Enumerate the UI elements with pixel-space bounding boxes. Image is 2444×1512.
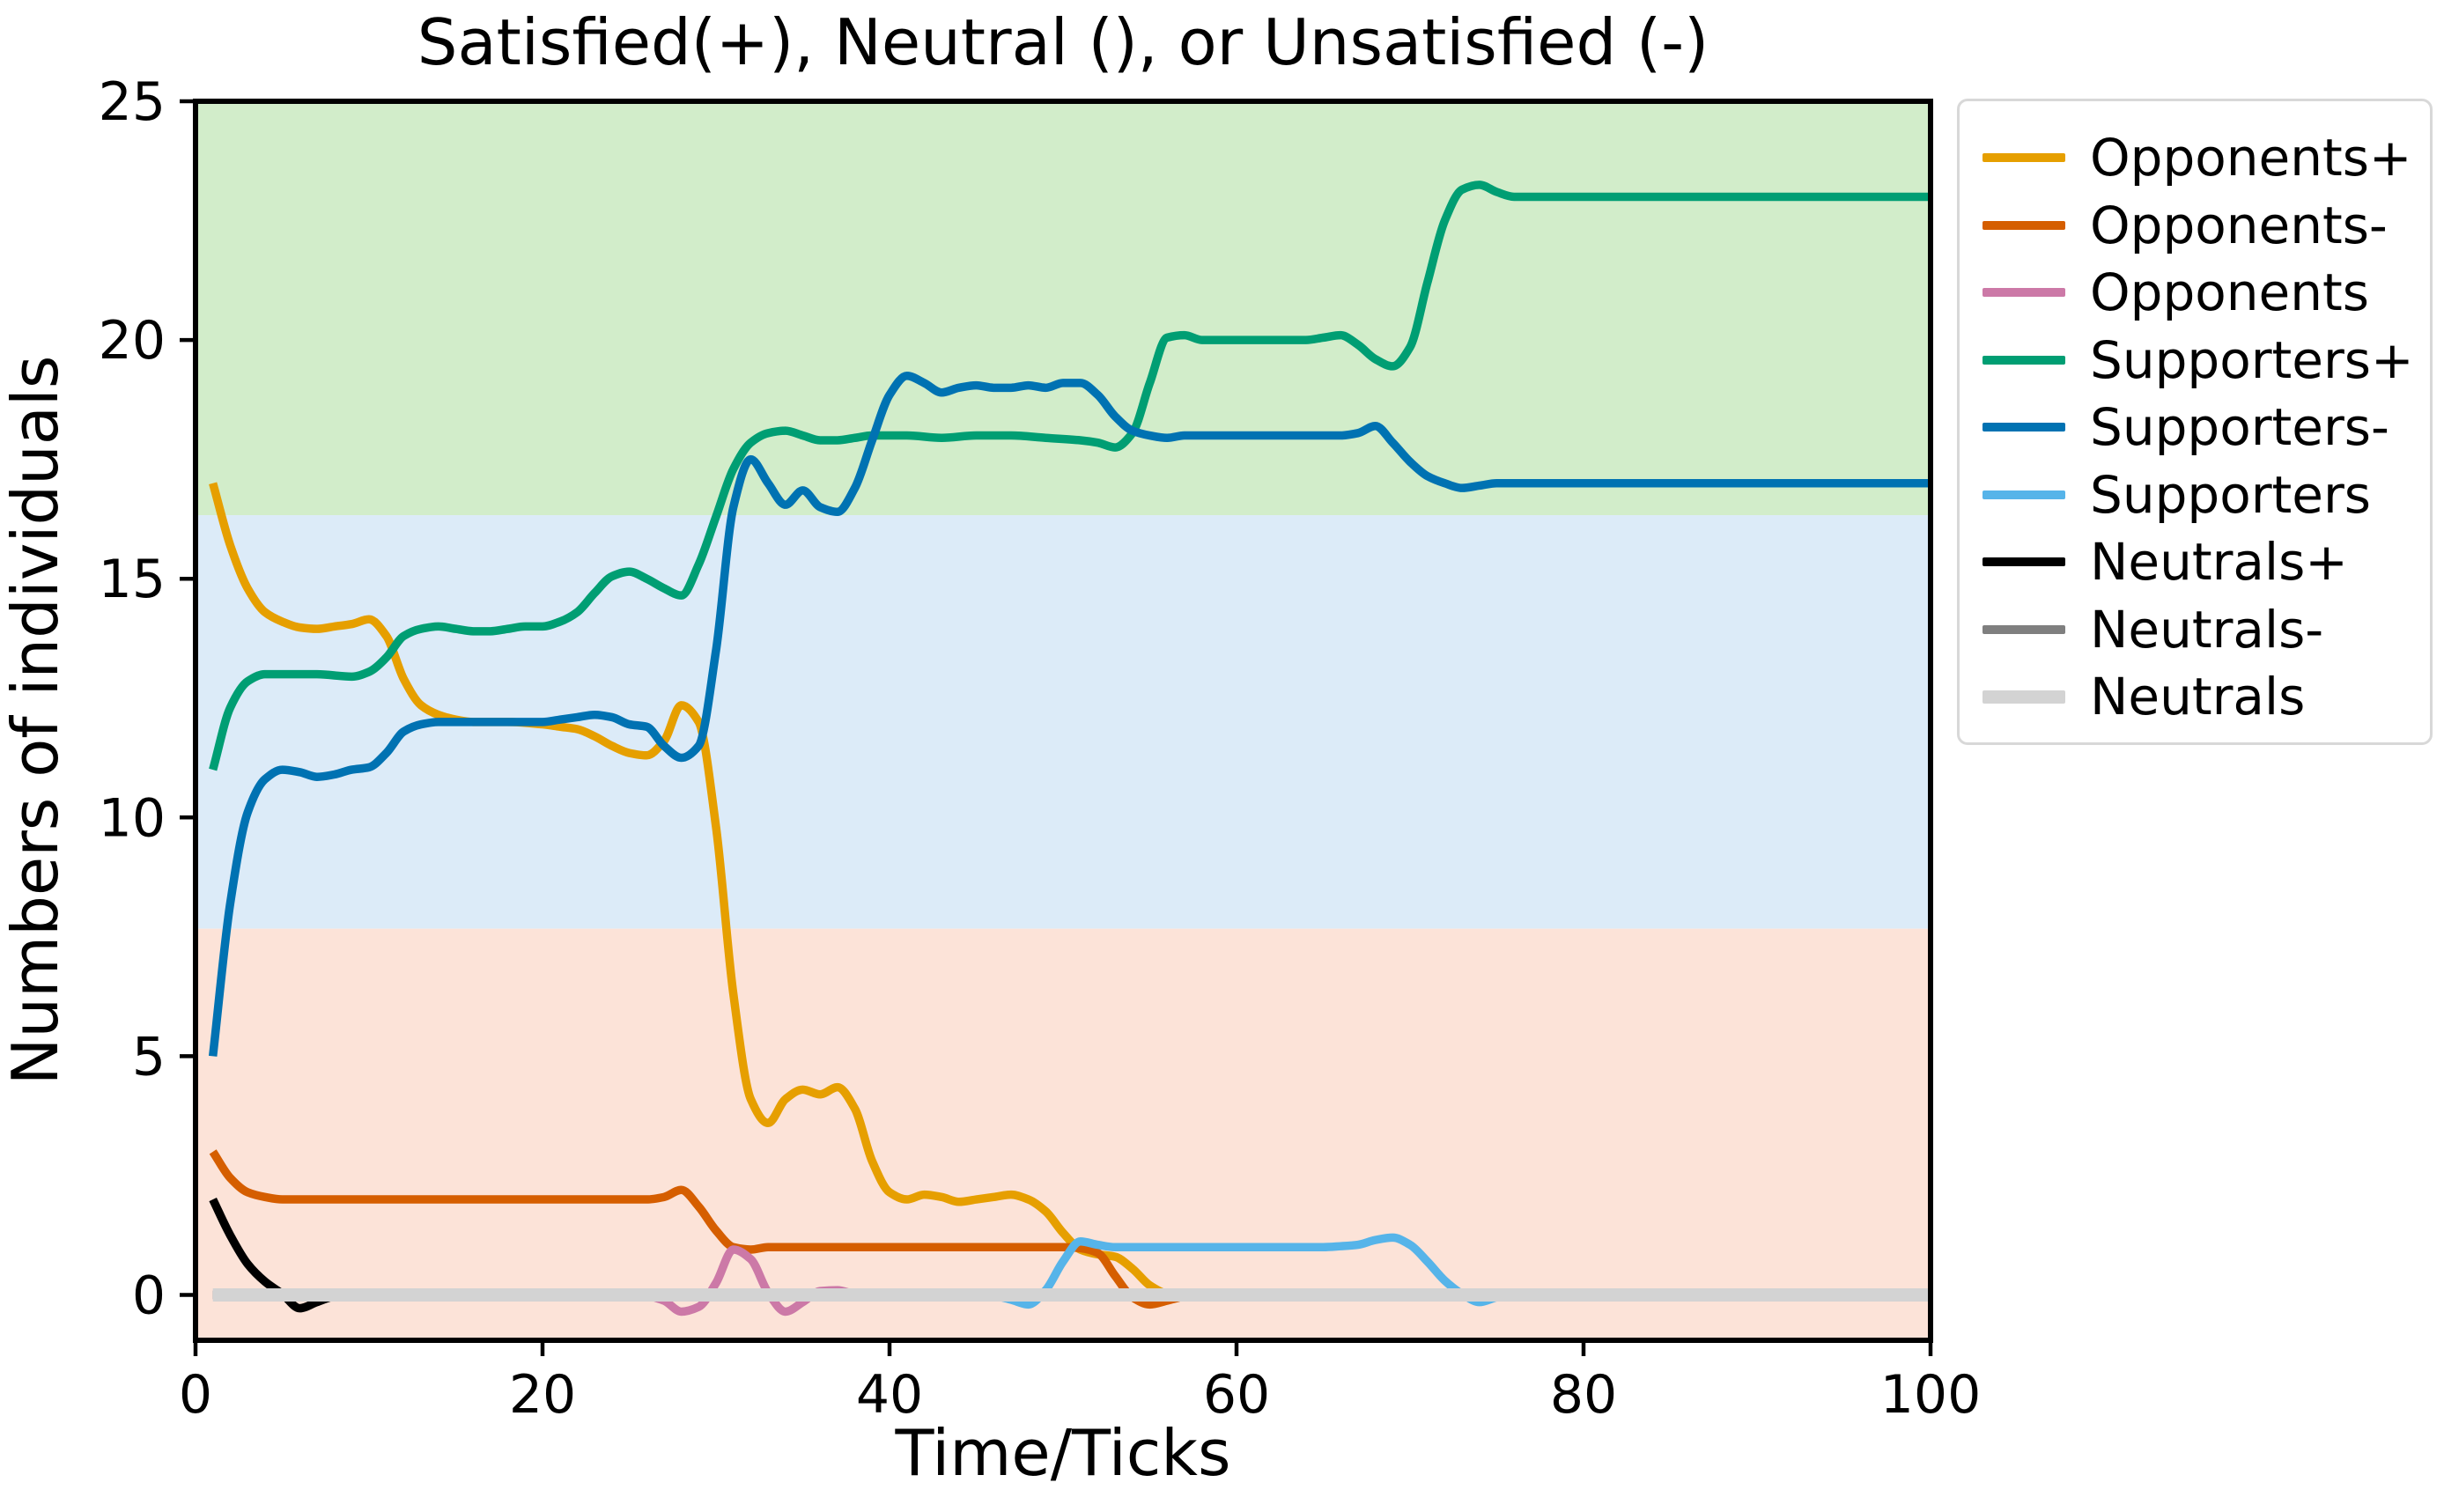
y-tick-label: 20: [99, 310, 166, 372]
series-line-supporters-minus: [208, 372, 1931, 1057]
x-tick-label: 60: [1203, 1364, 1270, 1426]
axis-ticks: 0 20 40 60 80 100 0 5 10 15 20 25: [99, 71, 1982, 1426]
y-tick-label: 0: [132, 1265, 166, 1326]
legend-label-neutrals: Neutrals: [2090, 667, 2306, 727]
legend-item-supporters-plus: Supporters+: [1983, 327, 2430, 395]
legend-label-neutrals-minus: Neutrals-: [2090, 599, 2324, 660]
x-tick-label: 100: [1880, 1364, 1982, 1426]
y-tick-label: 25: [99, 71, 166, 133]
legend-item-neutrals: Neutrals: [1983, 663, 2430, 731]
x-tick-label: 20: [509, 1364, 576, 1426]
legend-swatch-opponents-minus: [1983, 220, 2065, 230]
legend-swatch-opponents: [1983, 288, 2065, 298]
chart-title: Satisfied(+), Neutral (), or Unsatisfied…: [417, 5, 1709, 79]
legend-swatch-supporters-minus: [1983, 423, 2065, 432]
background-bands: [196, 101, 1931, 1340]
y-tick-label: 10: [99, 787, 166, 849]
y-axis-label: Numbers of individuals: [0, 355, 72, 1086]
band-unsatisfied-zone: [196, 928, 1931, 1340]
legend-swatch-opponents-plus: [1983, 153, 2065, 163]
plot-border: [193, 99, 1933, 1343]
legend-label-opponents-minus: Opponents-: [2090, 195, 2388, 255]
legend-item-opponents: Opponents: [1983, 259, 2430, 327]
legend-swatch-supporters-plus: [1983, 355, 2065, 365]
legend-swatch-neutrals: [1983, 690, 2065, 704]
legend-item-opponents-minus: Opponents-: [1983, 192, 2430, 260]
x-tick-label: 40: [856, 1364, 923, 1426]
legend-swatch-neutrals-minus: [1983, 624, 2065, 634]
x-tick-label: 0: [179, 1364, 212, 1426]
legend-label-opponents-plus: Opponents+: [2090, 128, 2412, 188]
x-tick-label: 80: [1550, 1364, 1617, 1426]
legend-label-supporters-plus: Supporters+: [2090, 329, 2414, 390]
legend-swatch-supporters: [1983, 490, 2065, 499]
x-axis-label: Time/Ticks: [895, 1416, 1231, 1490]
y-tick-label: 15: [99, 549, 166, 610]
series-lines: [208, 181, 1931, 1317]
band-satisfied-zone: [196, 101, 1931, 516]
legend: Opponents+ Opponents- Opponents Supporters+…: [1957, 99, 2433, 745]
legend-item-supporters: Supporters: [1983, 461, 2430, 529]
legend-label-supporters: Supporters: [2090, 464, 2372, 525]
legend-label-opponents: Opponents: [2090, 262, 2369, 323]
series-line-supporters-plus: [209, 181, 1931, 771]
legend-item-neutrals-minus: Neutrals-: [1983, 596, 2430, 664]
legend-label-neutrals-plus: Neutrals+: [2090, 532, 2348, 593]
legend-item-opponents-plus: Opponents+: [1983, 124, 2430, 192]
legend-item-neutrals-plus: Neutrals+: [1983, 528, 2430, 596]
legend-item-supporters-minus: Supporters-: [1983, 394, 2430, 461]
legend-swatch-neutrals-plus: [1983, 557, 2065, 567]
y-tick-label: 5: [132, 1026, 166, 1088]
legend-label-supporters-minus: Supporters-: [2090, 397, 2389, 458]
